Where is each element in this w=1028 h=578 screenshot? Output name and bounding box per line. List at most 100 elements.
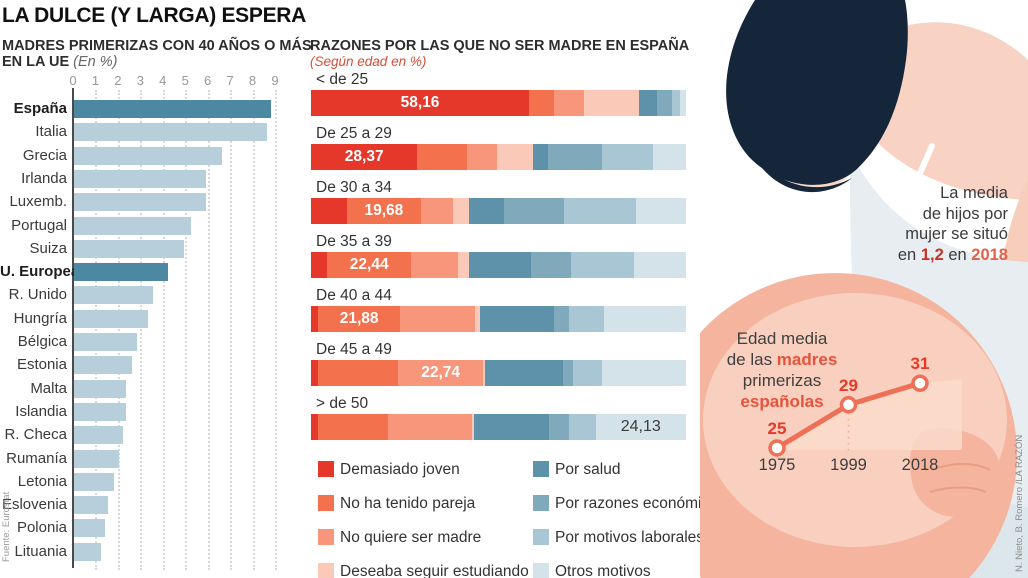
age-line-chart: 25 1975 29 1999 31 2018: [759, 354, 962, 474]
segment-value-label: 19,68: [364, 202, 404, 219]
country-bar: [74, 519, 106, 538]
bar-segment: [635, 198, 686, 224]
country-label: Rumanía: [6, 449, 67, 467]
reasons-chart-title: RAZONES POR LAS QUE NO SER MADRE EN ESPA…: [310, 38, 690, 54]
fertility-note-line2: de hijos por: [922, 204, 1008, 223]
legend-label: Por salud: [555, 461, 621, 478]
country-bar: [74, 309, 149, 328]
age-group-label: De 40 a 44: [316, 287, 392, 304]
bar-segment: [311, 198, 347, 224]
segment-value-label: 58,16: [400, 94, 440, 111]
country-bar: [74, 123, 267, 142]
age-group-label: < de 25: [316, 71, 369, 88]
bar-segment: [503, 198, 564, 224]
bar-segment: [653, 144, 686, 170]
x-axis-tick: 4: [159, 73, 167, 88]
country-label: R. Unido: [8, 286, 67, 304]
country-bar: [74, 449, 119, 468]
age-chart-title-line1: Edad media: [736, 329, 828, 348]
legend-label: Deseaba seguir estudiando: [340, 563, 529, 578]
bar-segment: [634, 252, 686, 278]
bar-segment: [563, 198, 636, 224]
fertility-rate-year: 2018: [971, 245, 1008, 264]
fertility-note-prefix: en: [897, 245, 921, 264]
bar-segment: [679, 90, 686, 116]
country-bar: [74, 402, 126, 421]
gridline: [230, 90, 233, 570]
infographic-title: LA DULCE (Y LARGA) ESPERA: [2, 4, 307, 27]
age-chart-title-line4: españolas: [740, 392, 824, 411]
source-credit: Fuente: Eurostat: [1, 491, 12, 562]
age-group-label: > de 50: [316, 395, 369, 412]
point-value-label: 29: [839, 376, 858, 395]
country-label: España: [13, 100, 67, 117]
data-point: [768, 439, 786, 457]
bar-segment: [563, 360, 574, 386]
age-group-label: De 30 a 34: [316, 179, 392, 196]
bar-segment: [568, 414, 596, 440]
bar-segment: [311, 414, 319, 440]
legend-swatch: [533, 495, 549, 511]
age-group-label: De 45 a 49: [316, 341, 392, 358]
country-label: Malta: [30, 379, 67, 397]
bar-segment: [497, 144, 534, 170]
bar-segment: [411, 252, 459, 278]
age-chart-title: Edad media de las madres primerizas espa…: [706, 328, 858, 412]
country-label: Luxemb.: [9, 193, 67, 211]
bar-segment: [548, 414, 569, 440]
bar-segment: [475, 306, 481, 332]
country-bar: [74, 286, 153, 305]
bar-segment: [554, 90, 585, 116]
country-bar: [74, 193, 207, 212]
country-label: Letonia: [17, 472, 67, 490]
legend-swatch: [533, 461, 549, 477]
x-axis-tick: 1: [91, 73, 100, 88]
gridline: [252, 90, 255, 570]
bar-segment: [571, 252, 635, 278]
legend-label: No ha tenido pareja: [340, 495, 476, 512]
eu-chart-title-line1: MADRES PRIMERIZAS CON 40 AÑOS O MÁS: [2, 38, 312, 54]
bar-segment: [471, 414, 474, 440]
gridline: [140, 90, 143, 570]
bar-segment: [602, 144, 654, 170]
age-chart-title-line2-prefix: de las: [726, 350, 777, 369]
bar-segment: [473, 414, 549, 440]
country-bar: [74, 379, 126, 398]
bar-segment: [311, 360, 319, 386]
gridline: [274, 90, 277, 570]
age-group-label: De 25 a 29: [316, 125, 392, 142]
bar-segment: [480, 306, 554, 332]
legend-label: Por motivos laborales: [555, 529, 705, 546]
y-axis-line: [72, 88, 74, 568]
x-axis-tick: 9: [271, 73, 279, 88]
country-bar: [74, 496, 108, 515]
x-axis-tick: 3: [136, 73, 144, 88]
age-chart-title-line3: primerizas: [742, 371, 822, 390]
bar-segment: [318, 414, 389, 440]
country-bar: [74, 216, 191, 235]
eu-chart-header: MADRES PRIMERIZAS CON 40 AÑOS O MÁS EN L…: [2, 38, 312, 70]
bar-segment: [311, 306, 319, 332]
country-bar: [74, 472, 115, 491]
x-axis-tick: 6: [204, 73, 212, 88]
bar-segment: [602, 360, 686, 386]
segment-value-label: 21,88: [339, 310, 379, 327]
segment-value-label: 22,44: [349, 256, 389, 273]
bar-segment: [531, 252, 572, 278]
bar-segment: [483, 360, 486, 386]
legend-label: Otros motivos: [555, 563, 651, 578]
bar-segment: [468, 198, 504, 224]
bar-segment: [529, 90, 555, 116]
segment-value-label: 28,37: [344, 148, 384, 165]
country-label: Hungría: [13, 309, 67, 327]
bar-segment: [400, 306, 476, 332]
country-label: U. Europea: [0, 263, 80, 281]
x-axis-tick: 5: [181, 73, 189, 88]
bar-segment: [671, 90, 680, 116]
bar-segment: [458, 252, 470, 278]
bar-segment: [417, 144, 468, 170]
bar-segment: [398, 360, 484, 386]
legend-swatch: [318, 529, 334, 545]
country-label: Suiza: [29, 239, 67, 257]
